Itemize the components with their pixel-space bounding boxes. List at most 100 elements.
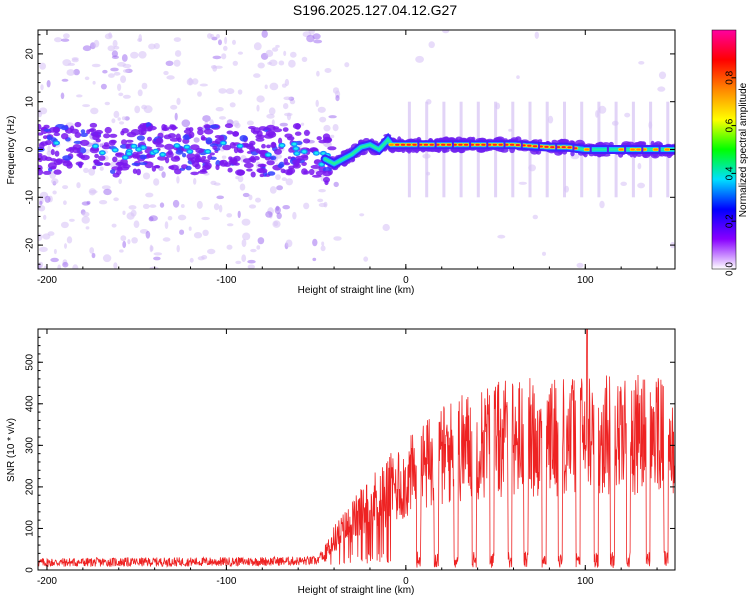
noise-speck <box>532 214 538 220</box>
noise-speck <box>328 115 337 119</box>
noise-speck <box>60 221 69 229</box>
noise-speck <box>330 134 335 139</box>
y-tick-label: 100 <box>25 520 36 537</box>
colorbar-tick-label: 0.8 <box>725 70 736 84</box>
trace-peak-core <box>619 148 624 151</box>
spectrogram-y-ticks: -20 -10 0 10 20 <box>25 34 675 265</box>
snr-x-axis-label: Height of straight line (km) <box>298 585 415 596</box>
noise-speck <box>202 115 211 122</box>
y-tick-label: 10 <box>25 96 36 108</box>
noise-speck <box>216 34 220 39</box>
noise-speck <box>149 266 159 269</box>
noise-speck <box>153 178 160 186</box>
trace-peak-core <box>463 143 469 146</box>
noise-speck <box>272 47 279 52</box>
segment-gap <box>520 142 523 149</box>
colorbar: 0.0 0.2 0.4 0.6 0.8 Normalized spectral ampl… <box>711 29 749 276</box>
trace-peak-core <box>412 143 417 146</box>
y-tick-label: 0 <box>25 146 36 152</box>
band-blob <box>53 169 62 175</box>
noise-speck <box>219 116 226 120</box>
band-blob <box>267 171 276 176</box>
noise-speck <box>275 205 280 211</box>
noise-speck <box>320 245 326 252</box>
segment-gap <box>572 144 575 151</box>
segment-gap <box>658 146 661 153</box>
band-blob <box>80 129 86 134</box>
band-blob <box>302 155 309 161</box>
band-blob <box>188 131 195 139</box>
trace-peak-core <box>423 143 429 146</box>
y-tick-label: 20 <box>25 48 36 60</box>
noise-speck <box>134 105 141 114</box>
band-blob <box>38 153 43 157</box>
noise-speck <box>47 145 51 153</box>
band-blob <box>144 161 154 169</box>
noise-speck <box>38 261 44 269</box>
noise-speck <box>104 101 111 106</box>
noise-speck <box>211 36 218 41</box>
noise-speck <box>264 84 268 90</box>
noise-speck <box>117 117 121 121</box>
hot-spot-core <box>141 146 146 149</box>
noise-speck <box>51 178 59 185</box>
band-blob <box>270 141 277 149</box>
segment-gap <box>451 141 454 148</box>
band-blob <box>269 155 277 161</box>
band-blob <box>233 162 240 166</box>
segment-gap <box>486 141 489 148</box>
noise-speck <box>82 211 90 217</box>
noise-speck <box>255 197 261 203</box>
trace-peak-core <box>532 145 538 148</box>
band-blob <box>70 128 79 134</box>
noise-speck <box>271 119 275 126</box>
spectrogram-x-axis-label: Height of straight line (km) <box>298 285 415 296</box>
noise-speck <box>120 75 127 83</box>
trace-peak-core <box>527 144 532 147</box>
band-blob <box>636 142 646 146</box>
band-blob <box>253 127 261 133</box>
noise-speck <box>224 36 228 45</box>
noise-speck <box>89 247 95 254</box>
noise-speck <box>39 62 46 70</box>
noise-speck <box>637 182 645 189</box>
noise-speck <box>638 61 645 65</box>
noise-speck <box>82 104 90 108</box>
noise-speck <box>256 104 260 112</box>
band-blob <box>153 165 160 169</box>
noise-speck <box>71 58 79 63</box>
noise-speck <box>113 71 121 76</box>
trace-peak-core <box>458 143 463 146</box>
hot-spot-core <box>294 147 298 150</box>
band-blob <box>288 168 293 175</box>
noise-speck <box>229 102 236 108</box>
band-blob <box>301 168 308 175</box>
noise-speck <box>232 120 240 127</box>
noise-speck <box>81 216 90 224</box>
band-blob <box>89 122 98 128</box>
band-blob <box>54 150 60 157</box>
y-tick-label: -10 <box>25 190 36 205</box>
noise-speck <box>188 77 193 86</box>
noise-speck <box>278 60 285 66</box>
noise-speck <box>226 244 233 250</box>
noise-speck <box>300 122 305 126</box>
noise-speck <box>128 205 137 210</box>
noise-speck <box>256 95 265 103</box>
hot-spot-core <box>153 150 158 153</box>
x-tick-label: 0 <box>403 275 409 286</box>
noise-speck <box>61 78 69 82</box>
segment-gap <box>555 144 558 151</box>
noise-speck <box>102 254 112 263</box>
noise-speck <box>60 38 70 42</box>
noise-speck <box>111 50 118 58</box>
noise-speck <box>76 182 81 189</box>
band-blob <box>44 140 52 146</box>
spectrogram-marks <box>38 30 675 269</box>
snr-x-ticks: -200 -100 0 100 <box>37 329 658 587</box>
band-blob <box>78 152 84 159</box>
noise-speck <box>141 82 148 90</box>
band-blob <box>74 121 82 128</box>
band-blob <box>294 131 302 136</box>
band-blob <box>38 132 44 136</box>
